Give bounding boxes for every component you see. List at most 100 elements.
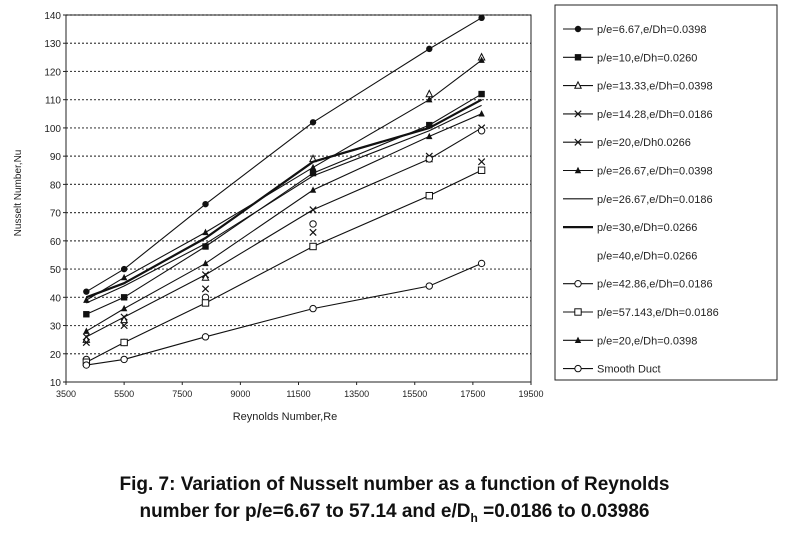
y-tick-label: 40 (50, 293, 62, 304)
data-point-stroke (201, 271, 210, 279)
figure-caption-line-1: Fig. 7: Variation of Nusselt number as a… (119, 474, 670, 495)
data-point (120, 294, 128, 301)
legend-item-1: p/e=6.67,e/Dh=0.0398 (563, 24, 706, 36)
data-point (201, 299, 210, 307)
data-point (201, 333, 210, 341)
data-point-stroke (82, 333, 90, 341)
data-point-stroke (574, 110, 582, 118)
x-tick-label: 19500 (518, 389, 543, 399)
data-point (309, 242, 317, 251)
y-tick-label: 60 (50, 237, 62, 248)
y-tick-label: 30 (50, 322, 62, 333)
data-point (426, 121, 433, 129)
data-point (478, 90, 485, 98)
data-point (83, 311, 90, 318)
series-line (86, 104, 482, 304)
legend-label: p/e=26.67,e/Dh=0.0398 (597, 166, 713, 178)
data-point (574, 336, 582, 343)
legend-item-2: p/e=10,e/Dh=0.0260 (563, 52, 697, 64)
y-tick-label: 10 (50, 378, 62, 389)
series-line (86, 262, 482, 366)
series-8 (85, 98, 483, 299)
data-point (309, 169, 317, 177)
x-axis-label: Reynolds Number,Re (233, 411, 338, 423)
data-point-stroke (120, 321, 128, 330)
tick-labels: 10 20 30 40 50 60 70 80 90 100 110 120 130 140 3500 550… (44, 11, 543, 399)
data-point (477, 127, 486, 135)
data-point (574, 54, 582, 61)
data-point (426, 132, 433, 140)
data-point-stroke (309, 206, 317, 214)
data-point (82, 361, 91, 369)
data-point (309, 206, 317, 214)
data-point-stroke (120, 313, 128, 321)
data-point-stroke (82, 338, 90, 347)
data-point (83, 288, 90, 295)
series-group (82, 14, 486, 369)
y-tick-label: 80 (50, 180, 62, 191)
x-tick-label: 9000 (230, 389, 250, 399)
data-point (425, 191, 433, 200)
data-point (477, 166, 486, 174)
data-point (426, 95, 433, 103)
data-point (309, 304, 317, 313)
legend-item-9: p/e=40,e/Dh=0.0266 (597, 250, 697, 262)
caption-line2-text: number for p/e=6.67 to 57.14 and e/D (139, 501, 471, 522)
data-point (120, 321, 128, 330)
x-tick-label: 11500 (286, 389, 310, 399)
data-point (309, 220, 317, 228)
series-2 (83, 90, 485, 318)
series-line (86, 17, 482, 293)
nusselt-vs-reynolds-chart: 10 20 30 40 50 60 70 80 90 100 110 120 130 140 3500 550… (13, 4, 778, 423)
y-tick-label: 100 (44, 124, 61, 135)
data-point (201, 271, 210, 279)
series-13 (82, 259, 486, 369)
data-point (574, 308, 582, 316)
series-line (86, 169, 482, 363)
data-point (309, 228, 317, 237)
data-point (202, 243, 209, 250)
data-point (574, 110, 582, 118)
legend-label: Smooth Duct (597, 364, 661, 376)
series-6 (83, 56, 485, 303)
data-point (82, 338, 90, 347)
legend-frame (554, 4, 778, 381)
data-point (309, 163, 317, 171)
data-point (574, 364, 582, 373)
data-point (574, 280, 582, 288)
legend-item-6: p/e=26.67,e/Dh=0.0398 (563, 166, 713, 178)
legend-label: p/e=14.28,e/Dh=0.0186 (597, 109, 713, 121)
figure-caption-line-2: number for p/e=6.67 to 57.14 and e/Dh =0… (0, 501, 789, 525)
data-point (574, 138, 582, 146)
series-12 (83, 110, 485, 334)
x-tick-label: 5500 (114, 389, 134, 399)
y-tick-label: 110 (45, 96, 61, 107)
series-line (86, 113, 482, 332)
legend-item-11: p/e=57.143,e/Dh=0.0186 (563, 307, 719, 319)
y-tick-label: 90 (50, 152, 62, 163)
legend-label: p/e=10,e/Dh=0.0260 (597, 52, 697, 64)
legend-item-12: p/e=20,e/Dh=0.0398 (563, 335, 697, 347)
legend-label: p/e=26.67,e/Dh=0.0186 (597, 194, 713, 206)
data-point (120, 338, 128, 347)
x-tick-label: 7500 (172, 389, 192, 399)
y-tick-label: 20 (50, 350, 62, 361)
y-tick-label: 50 (50, 265, 62, 276)
legend-item-13: Smooth Duct (563, 364, 661, 376)
data-point (425, 89, 434, 98)
caption-line2-tail: =0.0186 to 0.03986 (477, 501, 650, 522)
data-point (573, 80, 583, 89)
legend-label: p/e=57.143,e/Dh=0.0186 (597, 307, 719, 319)
y-tick-label: 140 (44, 11, 61, 22)
data-point (83, 327, 90, 334)
data-point (309, 119, 317, 126)
legend-item-5: p/e=20,e/Dh0.0266 (563, 137, 691, 149)
data-point-stroke (477, 158, 486, 166)
series-line (86, 127, 482, 338)
series-1 (83, 14, 485, 295)
data-point (120, 355, 128, 364)
x-tick-label: 13500 (344, 389, 369, 399)
legend-item-3: p/e=13.33,e/Dh=0.0398 (563, 81, 713, 93)
data-point (202, 200, 209, 208)
